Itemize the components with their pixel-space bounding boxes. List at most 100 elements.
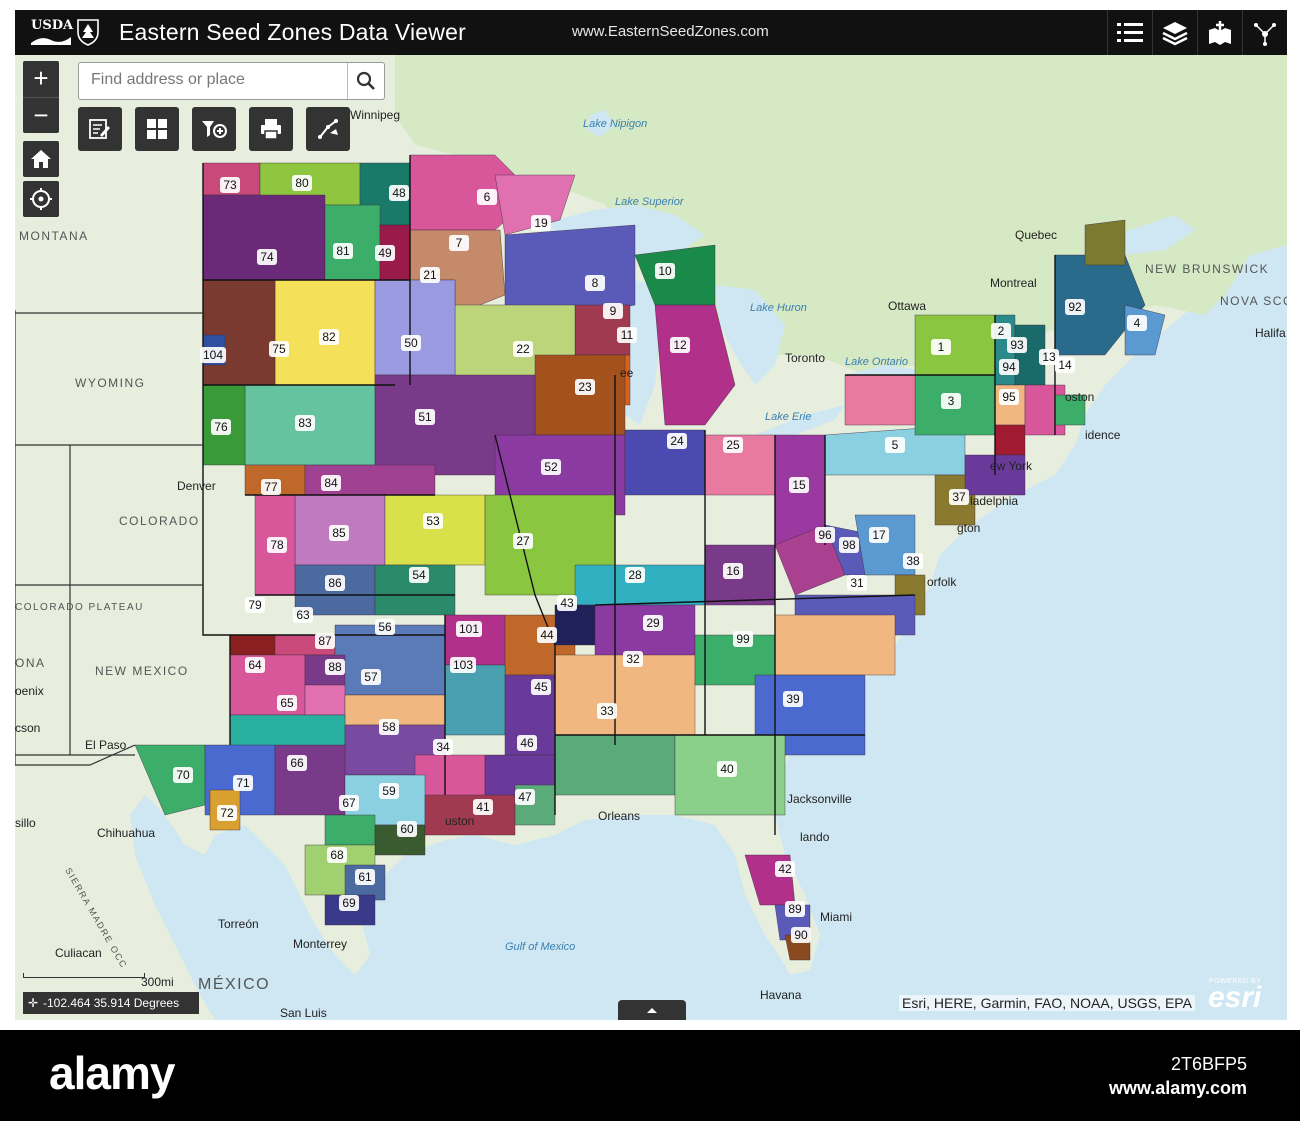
- zone-label[interactable]: 40: [720, 762, 734, 776]
- zone-label[interactable]: 17: [872, 528, 886, 542]
- zone-label[interactable]: 98: [842, 538, 856, 552]
- coordinate-readout[interactable]: ✛ -102.464 35.914 Degrees: [23, 992, 199, 1014]
- search-input[interactable]: [79, 63, 351, 97]
- zone-label[interactable]: 28: [628, 568, 642, 582]
- edit-button[interactable]: [78, 107, 122, 151]
- zone-label[interactable]: 66: [290, 756, 304, 770]
- zone-label[interactable]: 74: [260, 250, 274, 264]
- zone-label[interactable]: 69: [342, 896, 356, 910]
- filter-button[interactable]: [192, 107, 236, 151]
- zone-label[interactable]: 83: [298, 416, 312, 430]
- share-button[interactable]: [1242, 10, 1287, 55]
- zone-label[interactable]: 3: [948, 394, 955, 408]
- zone-label[interactable]: 78: [270, 538, 284, 552]
- zone-label[interactable]: 94: [1002, 360, 1016, 374]
- zone-label[interactable]: 16: [726, 564, 740, 578]
- zone-label[interactable]: 49: [378, 246, 392, 260]
- zone-label[interactable]: 51: [418, 410, 432, 424]
- zone-label[interactable]: 39: [786, 692, 800, 706]
- zoom-in-button[interactable]: +: [33, 63, 49, 93]
- zone-label[interactable]: 76: [214, 420, 228, 434]
- zone-label[interactable]: 75: [272, 342, 286, 356]
- zoom-out-button[interactable]: −: [23, 97, 59, 134]
- zone-label[interactable]: 70: [176, 768, 190, 782]
- zone-label[interactable]: 8: [592, 276, 599, 290]
- zone-label[interactable]: 96: [818, 528, 832, 542]
- zone-label[interactable]: 41: [476, 800, 490, 814]
- zone-label[interactable]: 29: [646, 616, 660, 630]
- zone-label[interactable]: 38: [906, 554, 920, 568]
- zone-label[interactable]: 63: [296, 608, 310, 622]
- zone-label[interactable]: 56: [378, 620, 392, 634]
- zone-label[interactable]: 47: [518, 790, 532, 804]
- map-canvas[interactable]: Winnipeg MONTANA WYOMING Denver COLORADO…: [15, 55, 1287, 1020]
- add-data-button[interactable]: [1197, 10, 1242, 55]
- zone-label[interactable]: 104: [203, 348, 223, 362]
- zone-label[interactable]: 19: [534, 216, 548, 230]
- zone-label[interactable]: 6: [484, 190, 491, 204]
- zone-label[interactable]: 32: [626, 652, 640, 666]
- zone-label[interactable]: 87: [318, 634, 332, 648]
- zone-label[interactable]: 34: [436, 740, 450, 754]
- zone-label[interactable]: 73: [223, 178, 237, 192]
- zone-label[interactable]: 90: [794, 928, 808, 942]
- zone-label[interactable]: 9: [610, 304, 617, 318]
- zone-label[interactable]: 11: [621, 328, 634, 342]
- zone-label[interactable]: 84: [324, 476, 338, 490]
- zone-label[interactable]: 24: [670, 434, 684, 448]
- zone-label[interactable]: 72: [220, 806, 234, 820]
- zone-label[interactable]: 27: [516, 534, 530, 548]
- basemap-gallery-button[interactable]: [135, 107, 179, 151]
- zone-label[interactable]: 25: [726, 438, 740, 452]
- zone-label[interactable]: 82: [322, 330, 336, 344]
- search-button[interactable]: [347, 63, 384, 99]
- zone-label[interactable]: 71: [236, 776, 250, 790]
- zone-label[interactable]: 21: [423, 268, 437, 282]
- zone-label[interactable]: 10: [658, 264, 672, 278]
- zone-label[interactable]: 81: [336, 244, 350, 258]
- zone-label[interactable]: 5: [892, 438, 899, 452]
- app-url[interactable]: www.EasternSeedZones.com: [572, 23, 769, 40]
- zone-label[interactable]: 37: [952, 490, 966, 504]
- zone-label[interactable]: 67: [342, 796, 356, 810]
- zone-label[interactable]: 57: [364, 670, 378, 684]
- zone-label[interactable]: 22: [516, 342, 530, 356]
- zone-label[interactable]: 46: [520, 736, 534, 750]
- legend-button[interactable]: [1107, 10, 1152, 55]
- zone-label[interactable]: 58: [382, 720, 396, 734]
- zone-label[interactable]: 99: [736, 632, 750, 646]
- zone-label[interactable]: 60: [400, 822, 414, 836]
- zone-label[interactable]: 86: [328, 576, 342, 590]
- zone-label[interactable]: 68: [330, 848, 344, 862]
- zone-label[interactable]: 4: [1134, 316, 1141, 330]
- zone-label[interactable]: 15: [792, 478, 806, 492]
- zone-label[interactable]: 52: [544, 460, 558, 474]
- zone-label[interactable]: 59: [382, 784, 396, 798]
- zone-label[interactable]: 14: [1058, 358, 1072, 372]
- zone-label[interactable]: 92: [1068, 300, 1082, 314]
- zone-label[interactable]: 77: [264, 480, 278, 494]
- zone-label[interactable]: 31: [850, 576, 864, 590]
- zone-label[interactable]: 33: [600, 704, 614, 718]
- zone-label[interactable]: 89: [788, 902, 802, 916]
- zone-label[interactable]: 43: [560, 596, 574, 610]
- zone-label[interactable]: 80: [295, 176, 309, 190]
- zone-label[interactable]: 23: [578, 380, 592, 394]
- locate-button[interactable]: [23, 181, 59, 217]
- zone-label[interactable]: 54: [412, 568, 426, 582]
- zone-label[interactable]: 1: [938, 340, 945, 354]
- measure-button[interactable]: [306, 107, 350, 151]
- bottom-panel-toggle[interactable]: [618, 1000, 686, 1020]
- map-view[interactable]: Winnipeg MONTANA WYOMING Denver COLORADO…: [15, 55, 1287, 1020]
- zone-label[interactable]: 103: [453, 658, 473, 672]
- zone-label[interactable]: 85: [332, 526, 346, 540]
- zone-label[interactable]: 7: [456, 236, 463, 250]
- print-button[interactable]: [249, 107, 293, 151]
- zone-label[interactable]: 45: [534, 680, 548, 694]
- zone-label[interactable]: 13: [1042, 350, 1056, 364]
- zone-label[interactable]: 48: [392, 186, 406, 200]
- zone-label[interactable]: 64: [248, 658, 262, 672]
- home-button[interactable]: [23, 141, 59, 177]
- zone-label[interactable]: 95: [1002, 390, 1016, 404]
- zone-label[interactable]: 79: [248, 598, 262, 612]
